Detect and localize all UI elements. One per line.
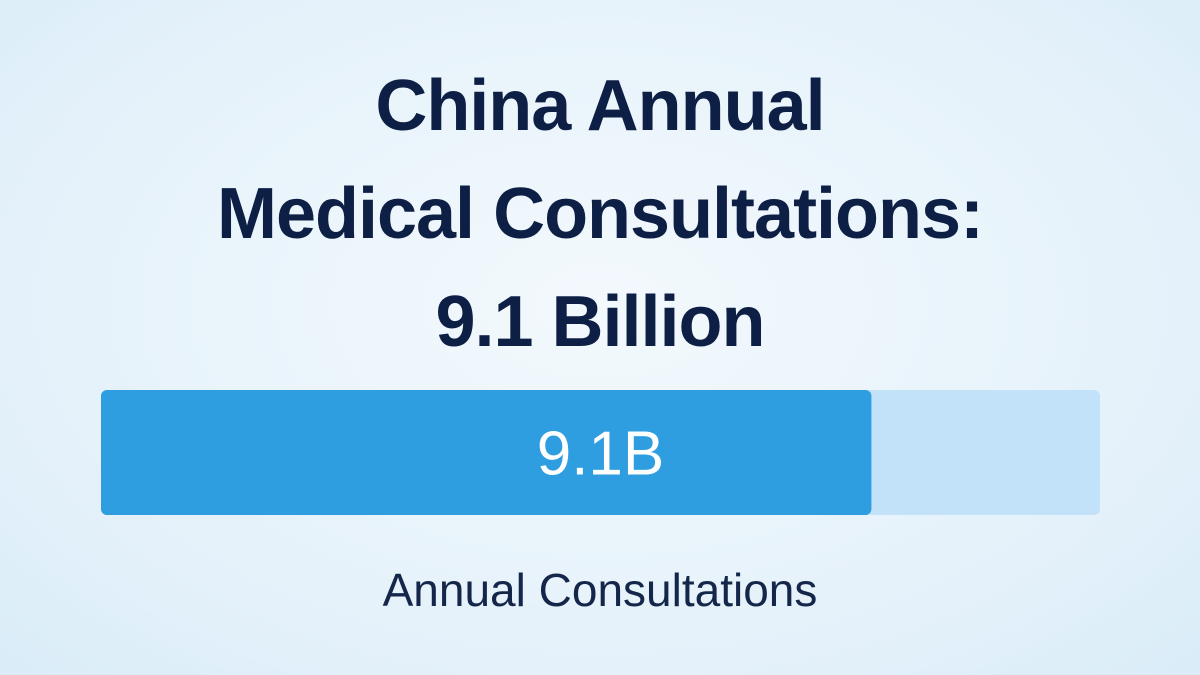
bar	[101, 390, 872, 515]
chart-title: China Annual Medical Consultations: 9.1 …	[216, 66, 984, 362]
value-label: 9.1B	[537, 420, 665, 489]
category-label: Annual Consultations	[383, 564, 818, 616]
